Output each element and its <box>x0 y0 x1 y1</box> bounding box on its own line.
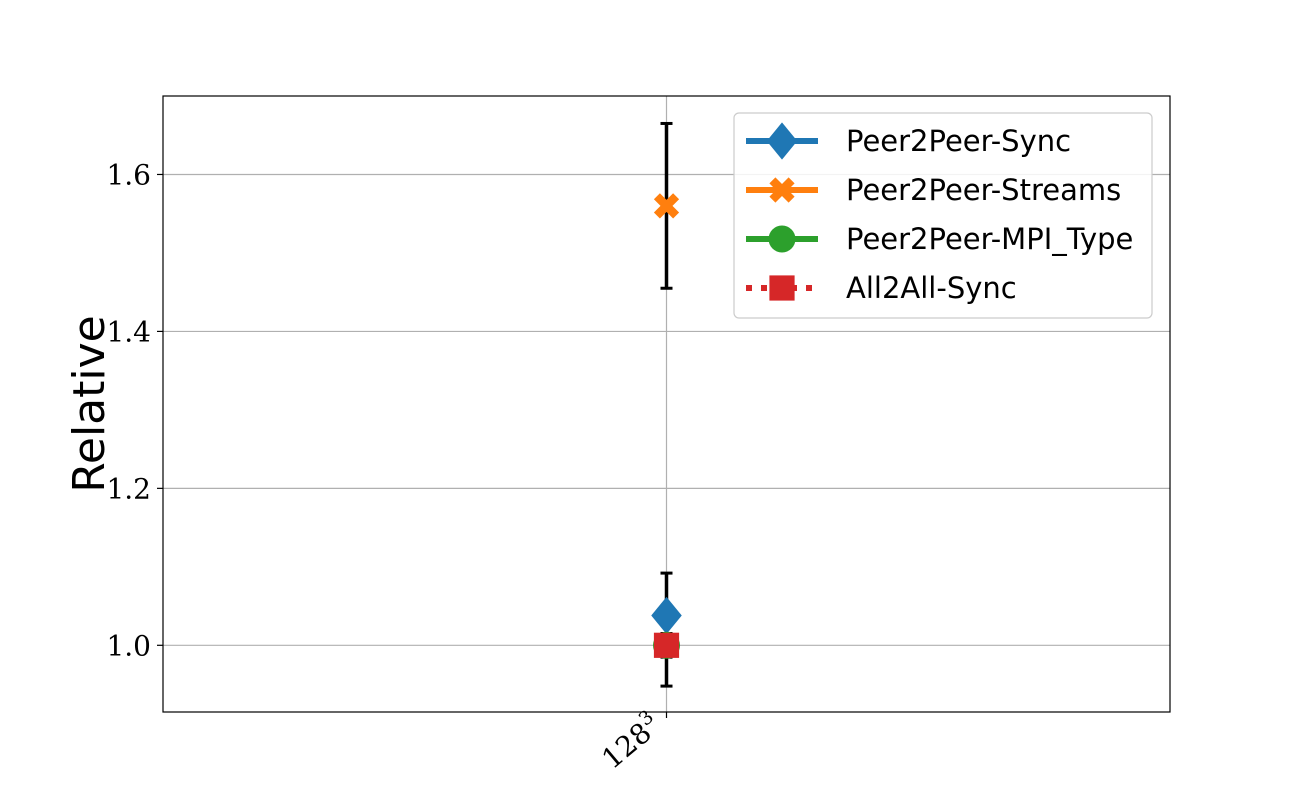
y-tick-label: 1.6 <box>106 158 151 191</box>
y-tick-label: 1.0 <box>106 629 151 662</box>
legend-label: All2All-Sync <box>846 271 1017 305</box>
legend-marker <box>769 177 795 203</box>
x-tick-label-text: 1283 <box>594 706 667 776</box>
legend-marker <box>769 275 795 301</box>
legend-marker <box>768 225 796 253</box>
legend-label: Peer2Peer-Sync <box>846 124 1071 158</box>
plot-frame <box>162 95 1171 713</box>
y-tick-label: 1.4 <box>106 315 151 348</box>
legend-label: Peer2Peer-Streams <box>846 173 1121 207</box>
point-Peer2Peer-Sync <box>651 596 682 635</box>
x-tick-label: 1283 <box>594 706 667 776</box>
x-axis-ticks: 1283 <box>594 706 668 776</box>
point-All2All-Sync <box>653 632 680 658</box>
legend: Peer2Peer-Sync Peer2Peer-Streams Peer2Peer… <box>733 112 1153 319</box>
y-axis-ticks: 1.0 1.2 1.4 1.6 <box>106 158 163 662</box>
point-Peer2Peer-Streams <box>653 193 680 219</box>
y-tick-label: 1.2 <box>106 472 151 505</box>
legend-marker <box>766 122 798 160</box>
y-axis-label: Relative <box>64 315 115 492</box>
legend-box <box>733 112 1153 319</box>
legend-label: Peer2Peer-MPI_Type <box>846 222 1133 256</box>
data-markers <box>651 193 682 659</box>
